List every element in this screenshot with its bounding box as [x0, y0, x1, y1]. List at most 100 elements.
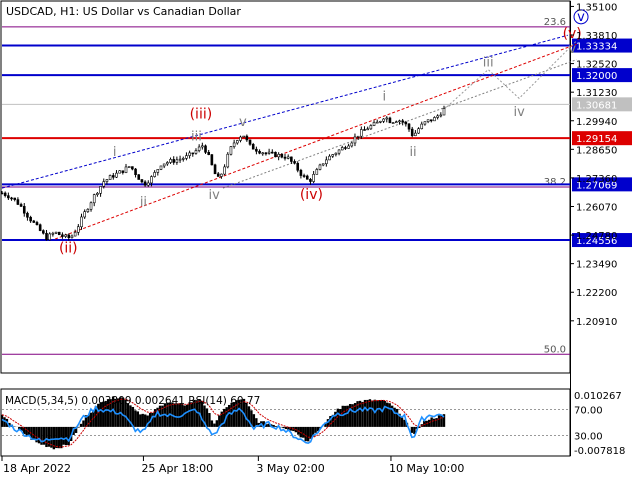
- candle-bear: [22, 206, 26, 214]
- candle-bull: [315, 169, 319, 175]
- candle-bull: [423, 121, 427, 125]
- candle-bear: [204, 145, 207, 153]
- candle-bull: [223, 166, 226, 175]
- candle-bull: [181, 158, 185, 160]
- time-tick-label: 10 May 10:00: [389, 462, 464, 475]
- candle-bull: [277, 154, 280, 158]
- wave-label: (iv): [300, 187, 323, 203]
- candle-bull: [70, 235, 74, 238]
- candle-bear: [264, 152, 268, 155]
- candle-bear: [296, 162, 300, 171]
- level-price-tag: [572, 38, 632, 53]
- channel-line-red: [54, 43, 577, 240]
- channel-line-blue: [1, 34, 568, 189]
- candle-bear: [7, 195, 10, 199]
- candle-bull: [239, 136, 242, 141]
- time-tick-label: 18 Apr 2022: [3, 462, 71, 475]
- candle-bull: [321, 163, 325, 166]
- wave-label: iv: [209, 188, 221, 203]
- time-tick-label: 25 Apr 18:00: [141, 462, 213, 475]
- candle-bear: [388, 117, 392, 124]
- fib-level-label: 23.6: [544, 17, 566, 28]
- candle-bear: [61, 234, 64, 237]
- wave-label: (v): [563, 26, 582, 42]
- candle-bear: [305, 175, 309, 180]
- candle-bull: [391, 122, 395, 124]
- level-price-tag: [572, 68, 632, 83]
- candle-bear: [309, 179, 312, 182]
- candle-bull: [153, 172, 156, 177]
- price-axis: 1.35100 1.33810 1.32520 1.31230 1.29940 1.286…: [570, 2, 617, 328]
- candle-bull: [83, 211, 86, 218]
- candle-bear: [270, 151, 274, 154]
- candle-bear: [299, 169, 303, 176]
- current-price-tag: [572, 97, 632, 112]
- candle-bull: [232, 142, 236, 147]
- candle-bear: [293, 161, 296, 164]
- price-tick-label: 1.23490: [576, 260, 617, 271]
- candle-bull: [73, 231, 77, 237]
- candle-bear: [32, 220, 36, 223]
- candle-bear: [191, 152, 195, 155]
- level-price-tag: [572, 177, 632, 192]
- candle-bull: [442, 108, 446, 116]
- candle-bull: [201, 145, 204, 148]
- candle-bull: [156, 169, 160, 173]
- candle-bull: [337, 149, 341, 154]
- candle-bull: [286, 156, 290, 159]
- macd-layer: 70.00 30.00: [0, 396, 603, 450]
- candle-bull: [124, 166, 128, 173]
- level-price-tag: [572, 233, 632, 248]
- candle-bull: [382, 118, 385, 122]
- candle-bull: [226, 153, 230, 168]
- candle-bull: [159, 165, 163, 170]
- wave-label: (iii): [190, 106, 213, 122]
- candle-bear: [251, 144, 255, 150]
- candle-bear: [67, 234, 71, 238]
- candle-bull: [414, 132, 417, 137]
- candle-bear: [213, 164, 217, 175]
- candle-bear: [248, 139, 252, 145]
- candle-bear: [35, 222, 39, 226]
- candle-bull: [353, 136, 357, 144]
- candle-bull: [105, 179, 109, 182]
- fib-level-label: 38.2: [544, 177, 566, 188]
- candle-bull: [420, 123, 424, 130]
- level-price-label: 1.33334: [576, 42, 617, 53]
- candle-bull: [439, 114, 443, 117]
- price-tick-label: 1.27360: [576, 174, 617, 185]
- candle-bull: [89, 202, 93, 210]
- candle-bull: [92, 194, 96, 204]
- candle-bull: [185, 155, 188, 159]
- candle-bear: [143, 181, 147, 186]
- wave-label: iii: [191, 129, 202, 144]
- candle-bear: [140, 179, 144, 183]
- wave-circle: [573, 9, 589, 25]
- candle-bear: [258, 150, 261, 154]
- chart-title: USDCAD, H1: US Dollar vs Canadian Dollar: [6, 5, 241, 18]
- wave-label: v: [239, 115, 247, 130]
- candle-bear: [134, 168, 137, 175]
- candle-bull: [54, 231, 58, 234]
- candle-bull: [194, 150, 198, 154]
- candle-bull: [325, 159, 328, 165]
- wave-label: ii: [409, 145, 416, 160]
- candle-bear: [57, 231, 61, 236]
- price-tick-label: 1.26070: [576, 202, 617, 213]
- candle-bull: [108, 175, 112, 180]
- candle-bull: [433, 117, 436, 122]
- candle-bear: [111, 175, 115, 178]
- wave-label: iv: [513, 105, 525, 120]
- time-axis: 18 Apr 2022 25 Apr 18:00 3 May 02:00 10 May…: [1, 456, 464, 475]
- candle-bull: [150, 176, 153, 184]
- candle-bear: [45, 232, 48, 241]
- candle-bull: [175, 159, 179, 163]
- candle-bull: [395, 121, 398, 124]
- candle-bear: [13, 197, 17, 200]
- candle-bear: [207, 152, 210, 155]
- candle-bull: [77, 226, 80, 233]
- candle-bear: [280, 154, 284, 158]
- rsi-level-label: 70.00: [574, 406, 603, 417]
- price-tick-label: 1.28650: [576, 145, 617, 156]
- candle-bear: [429, 119, 433, 122]
